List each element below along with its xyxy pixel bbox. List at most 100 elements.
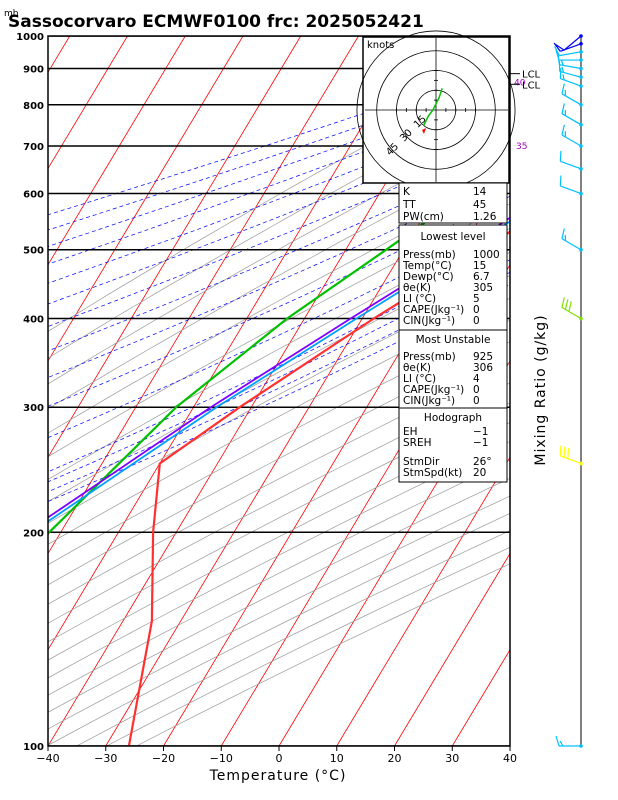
wind-barb-flag (559, 68, 562, 79)
isotherm (163, 167, 510, 746)
index-value: 5 (473, 293, 480, 305)
wind-barb (559, 175, 583, 196)
wind-barb-staff (560, 185, 582, 195)
hodograph-units: knots (367, 40, 394, 51)
index-label: θe(K) (403, 282, 431, 294)
wind-barb-flag (559, 175, 562, 187)
index-label: LI (°C) (403, 293, 436, 305)
dry-adiabat (48, 151, 510, 410)
index-label: Dewp(°C) (403, 271, 454, 283)
indices-box-most-unstable (398, 329, 508, 409)
profiles (48, 168, 510, 746)
pressure-tick-label: 400 (23, 315, 44, 326)
dry-adiabat (48, 362, 510, 605)
isotherm (48, 36, 186, 266)
mixing-ratio-label: 35 (516, 142, 527, 152)
wind-barb-flag (559, 445, 562, 456)
wind-barb-staff (561, 113, 582, 126)
dry-adiabat (48, 402, 510, 643)
pressure-tick-label: 1000 (16, 32, 44, 43)
index-value: 26° (473, 456, 492, 468)
x-axis-label: Temperature (°C) (209, 768, 347, 784)
wind-barb-flag (561, 103, 565, 114)
index-value: 20 (473, 467, 486, 479)
isotherm (336, 456, 510, 746)
wind-barb (555, 735, 583, 748)
dewpoint-profile (48, 168, 510, 536)
isotherm (48, 36, 302, 459)
pressure-tick-label: 200 (23, 528, 44, 539)
wind-barb-staff (561, 134, 582, 147)
wind-barb (555, 34, 583, 51)
mixing-ratio-axis-label: Mixing Ratio (g/kg) (533, 314, 549, 465)
wind-barb-staff (563, 35, 582, 51)
index-label: StmDir (403, 456, 440, 468)
index-value: 45 (473, 199, 486, 211)
wind-barb-flag (562, 74, 565, 81)
wind-barb (558, 61, 583, 79)
wind-barb-staff (560, 43, 582, 52)
index-value: 305 (473, 282, 493, 294)
mixing-ratio-line (605, 36, 618, 194)
index-value: 14 (473, 186, 487, 198)
hodograph-trace (422, 88, 443, 126)
dry-adiabat (48, 251, 510, 503)
index-value: 0 (473, 315, 480, 327)
parcel-path-blue (48, 220, 510, 523)
dry-adiabat (48, 275, 510, 524)
wind-barb-flag (561, 228, 565, 239)
wind-barb-flag (553, 42, 561, 52)
wind-barb (554, 46, 583, 57)
wind-barb-flag (554, 46, 560, 56)
wind-barb-flag (568, 301, 572, 312)
isotherm (48, 36, 359, 555)
wind-barb (561, 103, 583, 127)
index-label: CAPE(Jkg⁻¹) (403, 304, 464, 316)
temperature-tick-label: 30 (445, 752, 459, 765)
isotherm (48, 36, 417, 651)
index-label: SREH (403, 437, 432, 449)
wind-barb-flag (559, 150, 562, 162)
lcl-label: LCL (522, 80, 541, 91)
index-value: 0 (473, 384, 480, 396)
index-value: 925 (473, 351, 493, 363)
index-value: 1000 (473, 249, 500, 261)
index-value: 1.26 (473, 211, 497, 223)
dry-adiabat (48, 297, 510, 545)
dry-adiabat (48, 341, 510, 586)
index-value: 0 (473, 395, 480, 407)
wind-barb-flag (564, 299, 569, 310)
index-label: LI (°C) (403, 373, 436, 385)
indices-box-k-tt-pw (398, 182, 508, 224)
dry-adiabat (48, 495, 510, 730)
indices-box-lowest-level (398, 224, 508, 331)
moist-adiabat (48, 155, 510, 352)
storm-motion-marker (422, 128, 426, 134)
wind-barb-flag (555, 43, 565, 51)
wind-barb-staff (561, 93, 582, 106)
index-label: Temp(°C) (402, 260, 452, 272)
wind-barb-flag (567, 448, 570, 459)
wind-barb-flag (561, 297, 565, 308)
index-label: Press(mb) (403, 249, 456, 261)
dry-adiabat (48, 124, 510, 385)
wind-barb-flag (559, 740, 564, 747)
index-section-title: Lowest level (420, 231, 485, 243)
dry-adiabat (48, 96, 510, 359)
pressure-tick-label: 700 (23, 142, 44, 153)
dry-adiabat (48, 227, 510, 480)
wind-barb-flag (555, 735, 560, 747)
index-label: StmSpd(kt) (403, 467, 462, 479)
wind-barb (561, 297, 583, 321)
index-value: −1 (473, 437, 488, 449)
moist-adiabat (48, 137, 510, 327)
index-label: CIN(Jkg⁻¹) (403, 395, 455, 407)
wind-barb (561, 124, 583, 148)
pressure-tick-label: 800 (23, 101, 44, 112)
wind-barb-staff (561, 307, 582, 320)
index-label: Press(mb) (403, 351, 456, 363)
index-label: PW(cm) (403, 211, 444, 223)
